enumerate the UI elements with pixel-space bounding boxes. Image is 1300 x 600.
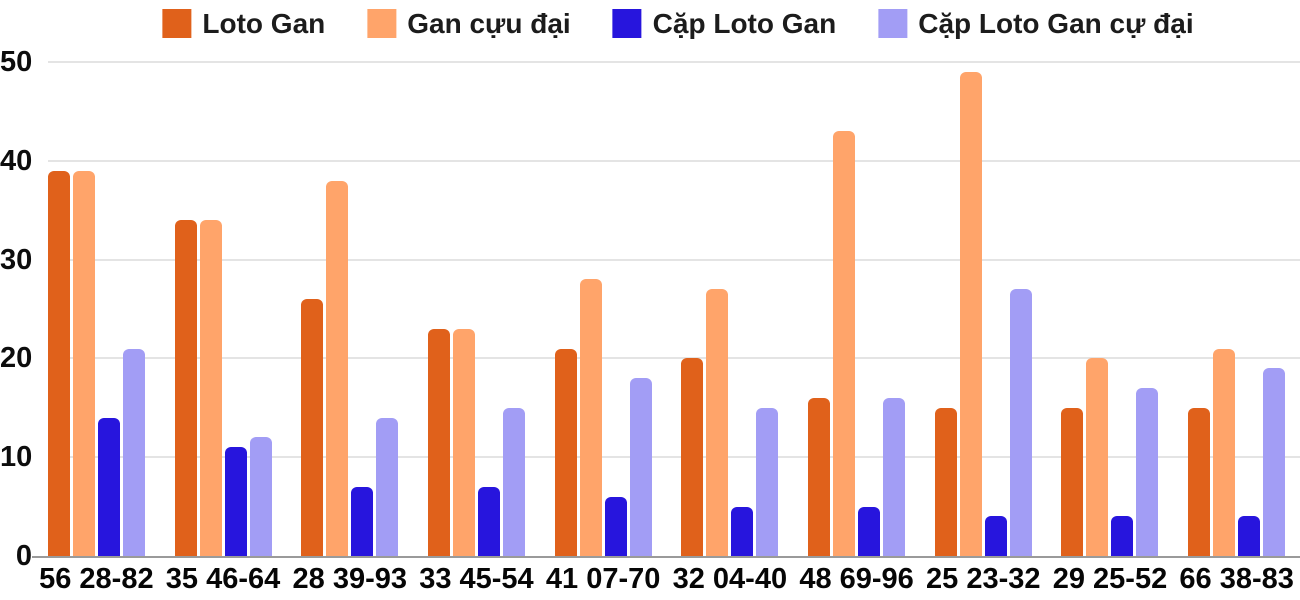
bar (554, 349, 577, 556)
bar (97, 418, 120, 556)
y-tick-label-10: 10 (0, 441, 33, 473)
bar (427, 329, 450, 556)
bar-group-56-28-82 (33, 62, 160, 556)
bar (1263, 368, 1286, 556)
bar (731, 507, 754, 556)
bar (376, 418, 399, 556)
bar (122, 349, 145, 556)
x-tick-label: 33 45-54 (419, 563, 534, 595)
x-tick-label: 35 46-64 (165, 563, 281, 595)
bar (174, 220, 197, 556)
bar-group-29-25-52 (1047, 62, 1174, 556)
bar (301, 299, 324, 556)
gridline-40 (48, 160, 1300, 162)
gridline-20 (48, 357, 1300, 359)
bar (1086, 358, 1109, 556)
bar (47, 171, 70, 556)
legend-item-cap-loto-gan: Cặp Loto Gan (612, 7, 837, 39)
bar (477, 487, 500, 556)
x-tick-label: 28 39-93 (292, 563, 408, 595)
bar (984, 516, 1007, 556)
bar-group-28-39-93 (286, 62, 413, 556)
bars-layer (33, 62, 1300, 556)
bar (452, 329, 475, 556)
legend: Loto Gan Gan cựu đại Cặp Loto Gan Cặp Lo… (162, 7, 1194, 39)
x-axis-labels: 56 28-82 35 46-64 28 39-93 33 45-54 41 07-70… (33, 563, 1300, 595)
bar (858, 507, 881, 556)
bar-group-33-45-54 (413, 62, 540, 556)
legend-swatch-cap-loto-gan-cu-dai (878, 9, 908, 38)
bar (72, 171, 95, 556)
x-axis-line (32, 556, 1300, 558)
bar (249, 437, 272, 556)
bar (351, 487, 374, 556)
bar-group-41-07-70 (540, 62, 667, 556)
legend-swatch-cap-loto-gan (612, 9, 642, 38)
legend-label: Gan cựu đại (407, 7, 571, 39)
x-tick-label: 25 23-32 (926, 563, 1041, 595)
bar (502, 408, 525, 556)
gridline-30 (48, 259, 1300, 261)
bar (959, 72, 982, 556)
gridline-10 (48, 456, 1300, 458)
bar (883, 398, 906, 556)
legend-label: Cặp Loto Gan cự đại (918, 7, 1194, 39)
bar (199, 220, 222, 556)
bar (706, 289, 729, 556)
legend-label: Loto Gan (202, 7, 326, 39)
bar-group-32-04-40 (667, 62, 794, 556)
legend-label: Cặp Loto Gan (652, 7, 837, 39)
y-tick-label-50: 50 (0, 46, 33, 78)
bar (833, 131, 856, 556)
legend-swatch-gan-cuu-dai (367, 9, 397, 38)
bar (808, 398, 831, 556)
bar (756, 408, 779, 556)
bar (934, 408, 957, 556)
bar (224, 447, 247, 556)
bar-group-48-69-96 (793, 62, 920, 556)
bar (1213, 349, 1236, 556)
x-tick-label: 29 25-52 (1052, 563, 1168, 595)
x-tick-label: 41 07-70 (545, 563, 661, 595)
bar (1061, 408, 1084, 556)
y-tick-label-40: 40 (0, 145, 33, 177)
bar (1188, 408, 1211, 556)
bar (681, 358, 704, 556)
bar-group-66-38-83 (1173, 62, 1300, 556)
bar (1238, 516, 1261, 556)
bar (1136, 388, 1159, 556)
y-tick-label-20: 20 (0, 342, 33, 374)
bar (1111, 516, 1134, 556)
legend-item-gan-cuu-dai: Gan cựu đại (367, 7, 571, 39)
x-tick-label: 56 28-82 (39, 563, 154, 595)
bar (579, 279, 602, 556)
legend-item-loto-gan: Loto Gan (162, 9, 325, 38)
bar (326, 181, 349, 556)
legend-item-cap-loto-gan-cu-dai: Cặp Loto Gan cự đại (878, 7, 1194, 39)
legend-swatch-loto-gan (162, 9, 192, 38)
bar (1009, 289, 1032, 556)
x-tick-label: 66 38-83 (1179, 563, 1294, 595)
gridline-50 (48, 61, 1300, 63)
x-tick-label: 48 69-96 (799, 563, 914, 595)
bar (604, 497, 627, 556)
x-tick-label: 32 04-40 (672, 563, 788, 595)
bar-group-35-46-64 (160, 62, 287, 556)
y-tick-label-0: 0 (15, 540, 32, 572)
bar (629, 378, 652, 556)
bar-group-25-23-32 (920, 62, 1047, 556)
plot-area: 0 10 20 30 40 50 (0, 47, 1300, 571)
y-tick-label-30: 30 (0, 244, 33, 276)
